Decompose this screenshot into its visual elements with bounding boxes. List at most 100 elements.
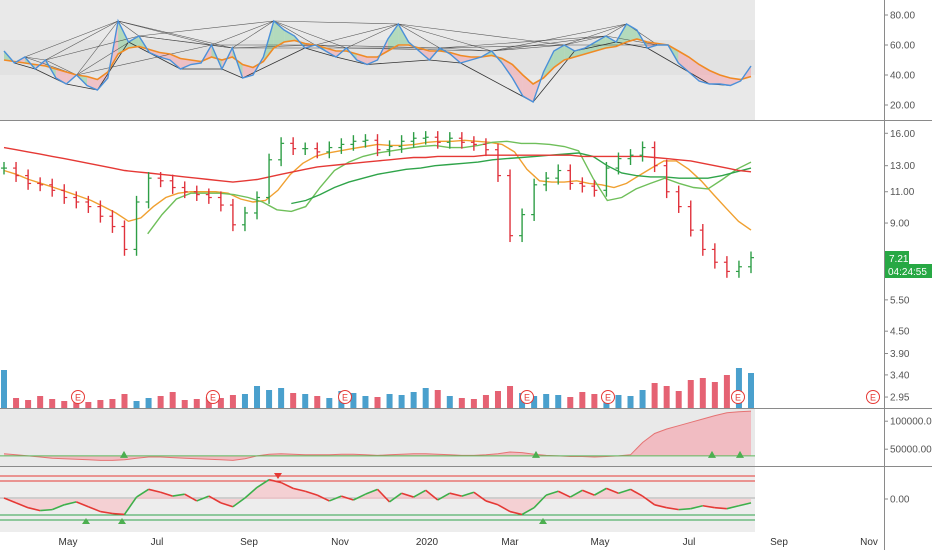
volume-bar [591,394,598,408]
oscillator-fill-segment [564,45,575,60]
bottom-oscillator-segment [172,493,185,497]
volume-bar [687,380,694,408]
earnings-marker [338,390,352,404]
bottom-oscillator-segment [160,491,173,497]
volume-bar [748,373,754,408]
bottom-oscillator-segment [738,502,752,507]
bottom-oscillator-segment [51,504,65,511]
signal-triangle-up [539,518,547,524]
volume-bar [482,395,489,408]
axis-tick-label: 16.00 [890,129,915,140]
zigzag-line [367,59,430,65]
bottom-oscillator-segment [244,486,258,499]
volume-bar [507,386,514,408]
volume-bar [157,396,164,408]
bottom-oscillator-segment [690,504,703,510]
signal-triangle [708,450,716,458]
price-series [1,131,754,278]
time-axis-label: Sep [240,537,258,548]
bottom-oscillator-segment [666,506,679,511]
price-axis[interactable]: 80.00 60.00 40.00 20.00 16.00 13.00 11.00 9.00 5… [884,11,932,506]
axis-tick-label: 11.00 [890,187,915,198]
ma-green-long-line [291,152,752,205]
bottom-oscillator-segment [316,494,330,502]
volume-bar [49,399,56,408]
signal-triangle [532,450,540,458]
volume-bars [1,368,754,408]
axis-tick-label: 40.00 [890,71,915,82]
bottom-oscillator-segment [304,490,318,496]
countdown-badge-bg [885,264,932,278]
signal-triangle-down [274,473,282,479]
volume-bar [37,396,44,408]
countdown-label: 04:24:55 [888,267,927,278]
earnings-marker-label: E [342,393,348,403]
last-price-badge-bg [885,251,909,265]
bottom-oscillator-segment [40,508,53,512]
signal-triangle-up [82,518,90,524]
earnings-marker-label: E [870,393,876,403]
zigzag-line [242,47,306,79]
zigzag-line [335,56,368,65]
zigzag-line [491,35,606,52]
time-axis-label: Nov [331,537,349,548]
oscillator-line [3,18,752,104]
bottom-oscillator-segment [497,504,511,513]
bottom-oscillator-segment [3,497,17,504]
zigzag-line [273,20,316,46]
bottom-oscillator-segment [473,491,487,502]
oscillator-signal-line [3,38,752,85]
bottom-oscillator-segment [329,495,342,502]
volume-bar [422,388,429,408]
bottom-oscillator-segment [376,488,391,503]
axis-tick-label: 0.00 [890,495,910,506]
bottom-oscillator-segment [557,490,571,498]
zigzag-line [460,62,534,103]
zigzag-line [647,47,710,85]
volume-bar [13,398,20,408]
volume-bar [217,398,224,408]
volume-bar [290,393,297,408]
time-axis-label: 2020 [416,537,439,548]
zigzag-line [605,23,627,37]
zigzag-line [221,68,243,79]
zigzag-line [45,35,139,61]
zigzag-line [211,20,274,46]
volume-bar [663,386,670,408]
volume-bar [362,396,369,408]
bottom-oscillator-segment [75,501,89,508]
zigzag-line [346,47,492,52]
volume-bar [627,396,634,408]
zigzag-line [76,20,119,76]
bottom-oscillator-segment [569,489,583,498]
bottom-oscillator-segment [509,510,523,516]
bottom-oscillator-segment [714,506,727,510]
cumulative-volume-area [0,410,755,461]
bottom-oscillator-segment [220,502,234,508]
time-axis[interactable]: May Jul Sep Nov 2020 Mar May Jul Sep Nov [59,537,878,548]
zigzag-line [117,20,140,37]
zigzag-line [66,83,98,91]
bottom-oscillator-segment [449,492,463,497]
oscillator-fill-segment [128,36,139,48]
volume-bar [651,383,658,408]
zigzag-line [398,23,440,49]
axis-tick-label: 80.00 [890,11,915,22]
volume-bar [735,368,742,408]
bottom-oscillator-segment [630,488,643,497]
bottom-oscillator-segment [606,487,619,494]
zigzag-line [24,56,46,61]
volume-bar [398,395,405,408]
volume-bar [567,397,574,408]
time-axis-label: May [591,537,610,548]
bottom-oscillator-segment [268,478,282,484]
volume-bar [241,394,248,408]
bottom-oscillator-segment [353,493,366,501]
volume-bar [374,397,381,408]
volume-bar [193,399,200,408]
bottom-oscillator-segment [184,493,198,502]
axis-tick-label: 13.00 [890,161,915,172]
